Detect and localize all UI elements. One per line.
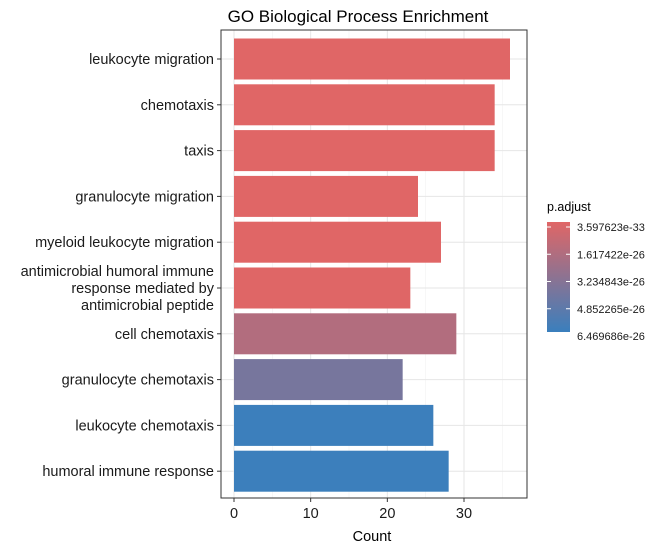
bar <box>234 313 457 355</box>
bar <box>234 175 418 217</box>
bar <box>234 359 403 401</box>
x-tick-label: 20 <box>379 506 395 522</box>
bar <box>234 404 434 446</box>
legend-title: p.adjust <box>547 200 591 214</box>
y-axis-labels: leukocyte migration chemotaxis taxis granul… <box>21 52 221 480</box>
x-tick-label: 0 <box>230 506 238 522</box>
y-tick-label: myeloid leukocyte migration <box>35 235 214 251</box>
bar <box>234 38 510 80</box>
y-tick-label: granulocyte migration <box>75 189 214 205</box>
colorbar-gradient <box>547 222 570 332</box>
colorbar-label: 4.852265e-26 <box>577 304 645 316</box>
colorbar-label: 3.597623e-33 <box>577 222 645 234</box>
x-axis: 0 10 20 30 <box>230 498 472 522</box>
colorbar-label: 1.617422e-26 <box>577 249 645 261</box>
bar <box>234 130 495 172</box>
chart-title: GO Biological Process Enrichment <box>228 7 489 26</box>
panel-border <box>220 29 528 499</box>
x-axis-title: Count <box>353 529 392 545</box>
bar <box>234 267 411 309</box>
bar <box>234 84 495 126</box>
plot-panel <box>220 29 528 499</box>
y-tick-label: chemotaxis <box>141 98 214 114</box>
y-tick-label: humoral immune response <box>42 464 214 480</box>
colorbar-label: 3.234843e-26 <box>577 277 645 289</box>
x-tick-label: 30 <box>456 506 472 522</box>
y-tick-label: cell chemotaxis <box>115 327 214 343</box>
y-tick-label: taxis <box>184 144 214 160</box>
y-tick-label: granulocyte chemotaxis <box>62 373 214 389</box>
colorbar-legend: p.adjust 3.597623e-33 1.617422e-26 3.23484… <box>547 200 645 343</box>
bar <box>234 221 441 263</box>
bar <box>234 450 449 492</box>
y-tick-label: leukocyte chemotaxis <box>75 418 214 434</box>
colorbar-label: 6.469686e-26 <box>577 331 645 343</box>
y-tick-label: antimicrobial humoral immune response med… <box>21 264 215 314</box>
x-tick-label: 10 <box>303 506 319 522</box>
y-tick-label: leukocyte migration <box>89 52 214 68</box>
